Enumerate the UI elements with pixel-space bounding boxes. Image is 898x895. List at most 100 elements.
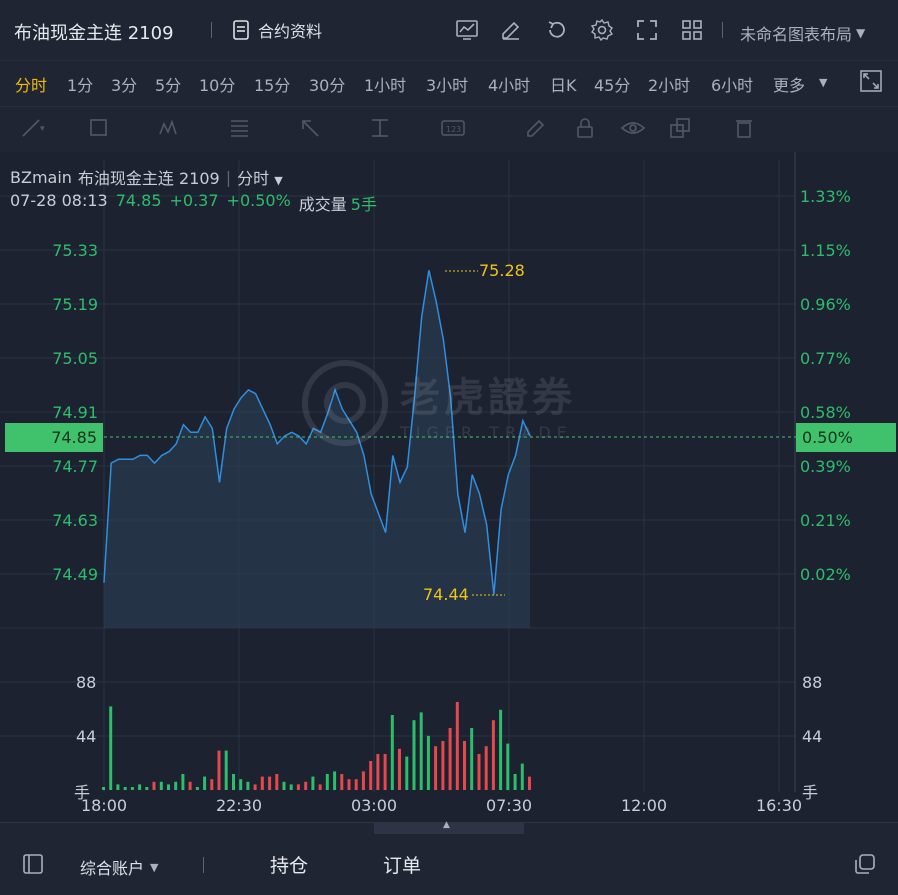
volume-bar	[123, 787, 127, 790]
y-right-label: 0.02%	[800, 565, 851, 584]
period-7[interactable]: 1小时	[364, 76, 407, 95]
volume-bar	[275, 774, 279, 790]
x-axis-label: 22:30	[215, 796, 263, 815]
brush-icon[interactable]	[524, 116, 550, 140]
volume-bar	[499, 709, 503, 790]
grid-icon[interactable]	[680, 18, 704, 42]
volume-bar	[289, 784, 293, 790]
period-12[interactable]: 2小时	[648, 76, 691, 95]
y-left-label: 75.19	[52, 295, 98, 314]
symbol-code: BZmain	[10, 167, 72, 187]
y-right-label: 0.39%	[800, 457, 851, 476]
period-8[interactable]: 3小时	[426, 76, 469, 95]
volume-bar	[138, 784, 142, 790]
panel-handle[interactable]: ▲	[374, 820, 524, 834]
volume-unit-left: 手	[74, 783, 91, 802]
volume-bar	[376, 754, 380, 790]
volume-axis-left-44: 44	[76, 727, 97, 746]
volume-bar	[224, 750, 228, 790]
chart-icon[interactable]	[455, 18, 479, 42]
volume-bar	[470, 728, 474, 790]
watermark: 老虎證券 TIGER TRADE	[300, 358, 576, 448]
volume-bar	[188, 781, 192, 790]
period-6[interactable]: 30分	[309, 76, 346, 95]
period-11[interactable]: 45分	[594, 76, 631, 95]
legend-datetime: 07-28 08:13	[10, 191, 108, 210]
period-0[interactable]: 分时	[15, 76, 48, 95]
rectangle-icon[interactable]	[88, 116, 114, 140]
account-selector[interactable]: 综合账户 ▼	[80, 855, 158, 879]
y-right-label: 0.21%	[800, 511, 851, 530]
trendline-icon[interactable]: ▾	[20, 116, 46, 140]
expand-icon[interactable]	[860, 70, 882, 92]
legend-change-pct: +0.50%	[226, 191, 291, 210]
caret-down-icon: ▼	[819, 76, 828, 89]
price-chart[interactable]	[0, 0, 898, 822]
arrow-icon[interactable]	[298, 116, 324, 140]
legend-line-1: BZmain 布油现金主连 2109 | 分时 ▼	[10, 165, 283, 189]
legend-period-selector[interactable]: 分时 ▼	[237, 165, 283, 189]
volume-bar	[434, 746, 438, 790]
price-range-icon[interactable]	[368, 116, 394, 140]
volume-axis-right-88: 88	[802, 673, 823, 692]
period-5[interactable]: 15分	[254, 76, 291, 95]
volume-bar	[477, 754, 481, 790]
copy-layer-icon[interactable]	[668, 116, 694, 140]
text-label-icon[interactable]: 123	[440, 116, 466, 140]
volume-bar	[282, 781, 286, 790]
refresh-icon[interactable]	[545, 18, 569, 42]
tab-positions[interactable]: 持仓	[270, 855, 309, 877]
volume-bar	[217, 750, 221, 790]
volume-bar	[347, 779, 351, 790]
fullscreen-icon[interactable]	[635, 18, 659, 42]
volume-bar	[181, 774, 185, 790]
y-left-label: 75.05	[52, 349, 98, 368]
legend-line-2: 07-28 08:13 74.85 +0.37 +0.50% 成交量 5手	[10, 191, 377, 215]
volume-bar	[130, 787, 134, 790]
volume-bar	[448, 728, 452, 790]
price-area-fill	[104, 270, 530, 628]
volume-bar	[340, 774, 344, 790]
volume-bar	[239, 779, 243, 790]
chevron-up-icon: ▲	[443, 820, 450, 830]
period-13[interactable]: 6小时	[711, 76, 754, 95]
volume-bar	[253, 784, 257, 790]
volume-bar	[506, 743, 510, 790]
gear-icon[interactable]	[590, 18, 614, 42]
contract-info-button[interactable]: 合约资料	[232, 18, 322, 42]
x-axis-label: 12:00	[620, 796, 668, 815]
wave-icon[interactable]	[158, 116, 184, 140]
volume-bar	[210, 779, 214, 790]
period-1[interactable]: 1分	[67, 76, 94, 95]
volume-bar	[419, 712, 423, 790]
volume-bar	[390, 715, 394, 790]
tab-orders[interactable]: 订单	[383, 855, 422, 877]
trash-icon[interactable]	[732, 116, 758, 140]
period-14[interactable]: 更多	[773, 76, 806, 95]
period-4[interactable]: 10分	[199, 76, 236, 95]
layout-selector[interactable]: 未命名图表布局 ▼	[740, 21, 865, 45]
volume-axis-left-88: 88	[76, 673, 97, 692]
contract-info-label: 合约资料	[258, 22, 323, 41]
y-right-label: 0.77%	[800, 349, 851, 368]
eye-icon[interactable]	[620, 116, 646, 140]
panel-icon[interactable]	[22, 853, 44, 875]
divider	[722, 22, 723, 38]
high-label: 75.28	[479, 261, 525, 280]
copy-icon[interactable]	[854, 853, 876, 875]
caret-down-icon: ▼	[150, 860, 159, 874]
period-2[interactable]: 3分	[111, 76, 138, 95]
period-3[interactable]: 5分	[155, 76, 182, 95]
y-left-label: 74.49	[52, 565, 98, 584]
lock-icon[interactable]	[573, 116, 599, 140]
edit-icon[interactable]	[499, 18, 523, 42]
x-axis-label: 18:00	[80, 796, 128, 815]
fibonacci-icon[interactable]	[228, 116, 254, 140]
volume-bar	[398, 748, 401, 790]
period-9[interactable]: 4小时	[488, 76, 531, 95]
period-10[interactable]: 日K	[550, 76, 577, 95]
period-bar	[0, 60, 898, 107]
volume-bar	[484, 746, 488, 790]
price-line	[103, 270, 531, 595]
instrument-title[interactable]: 布油现金主连 2109	[14, 23, 174, 44]
